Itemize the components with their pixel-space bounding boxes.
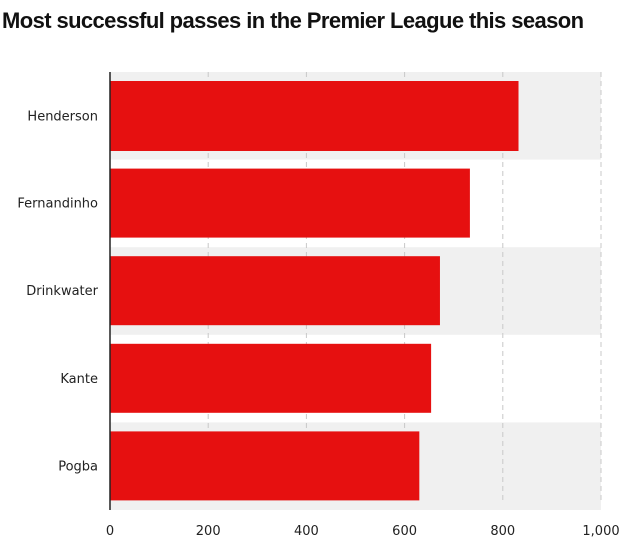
bars [110,81,519,501]
x-tick-label-200: 200 [196,524,221,539]
category-labels: Henderson Fernandinho Drinkwater Kante Pogba [17,110,98,475]
x-tick-label-800: 800 [490,524,515,539]
category-label-henderson: Henderson [27,110,98,125]
category-label-kante: Kante [60,372,98,387]
category-label-pogba: Pogba [58,459,98,474]
bar-drinkwater [110,256,440,326]
x-tick-label-1000: 1,000 [582,524,619,539]
bar-pogba [110,431,420,501]
x-tick-label-600: 600 [392,524,417,539]
category-label-fernandinho: Fernandinho [17,197,98,212]
category-label-drinkwater: Drinkwater [26,284,98,299]
x-tick-labels: 0 200 400 600 800 1,000 [106,524,620,539]
x-tick-label-400: 400 [294,524,319,539]
chart-title: Most successful passes in the Premier Le… [2,8,584,33]
x-tick-label-0: 0 [106,524,114,539]
bar-fernandinho [110,168,470,238]
bar-henderson [110,81,519,151]
bar-kante [110,343,432,413]
